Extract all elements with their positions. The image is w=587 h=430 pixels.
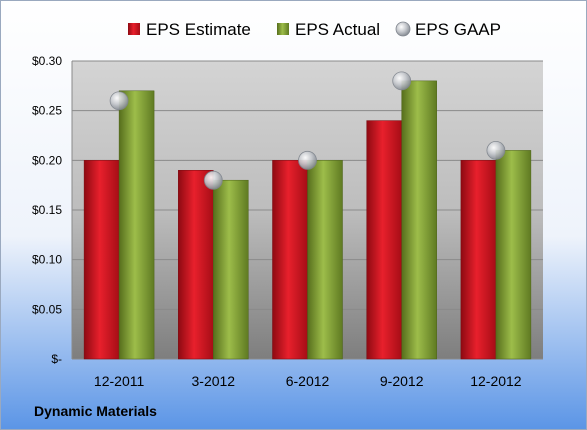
y-tick-label: $0.20 <box>32 153 62 167</box>
legend-swatch-eps-estimate <box>128 23 140 35</box>
y-tick-label: $- <box>51 352 62 366</box>
bar-eps-estimate <box>272 160 308 360</box>
y-tick-label: $0.15 <box>32 203 62 217</box>
marker-eps-gaap <box>203 170 223 190</box>
y-tick-label: $0.25 <box>32 104 62 118</box>
bar-eps-actual <box>495 150 532 360</box>
legend-label-eps-gaap: EPS GAAP <box>415 20 501 39</box>
x-category-label: 6-2012 <box>286 373 330 389</box>
bar-eps-estimate <box>178 170 214 360</box>
x-axis-labels: 12-2011 3-2012 6-2012 9-2012 12-2012 <box>94 373 522 389</box>
marker-eps-gaap <box>392 71 412 91</box>
bar-eps-estimate <box>460 160 497 360</box>
y-tick-label: $0.10 <box>32 253 62 267</box>
bar-eps-actual <box>401 80 437 360</box>
gaap-markers <box>109 71 506 190</box>
marker-eps-gaap <box>298 150 317 170</box>
legend: EPS Estimate EPS Actual EPS GAAP <box>128 20 501 39</box>
bar-eps-actual <box>213 179 249 360</box>
legend-swatch-eps-actual <box>277 23 289 35</box>
bar-eps-actual <box>307 160 343 360</box>
bar-eps-actual <box>118 90 155 360</box>
legend-label-eps-estimate: EPS Estimate <box>146 20 251 39</box>
marker-eps-gaap <box>109 91 129 111</box>
marker-eps-gaap <box>486 140 506 160</box>
bar-eps-estimate <box>366 120 402 360</box>
legend-label-eps-actual: EPS Actual <box>295 20 380 39</box>
y-axis-ticks: $- $0.05 $0.10 $0.15 $0.20 $0.25 $0.30 <box>32 54 62 366</box>
x-category-label: 9-2012 <box>380 373 424 389</box>
x-category-label: 12-2012 <box>470 373 522 389</box>
y-tick-label: $0.30 <box>32 54 62 68</box>
company-name: Dynamic Materials <box>34 403 157 419</box>
bar-eps-estimate <box>83 160 120 360</box>
x-category-label: 12-2011 <box>94 373 145 389</box>
bars <box>83 80 532 360</box>
legend-swatch-eps-gaap <box>395 21 411 37</box>
x-category-label: 3-2012 <box>192 373 236 389</box>
y-tick-label: $0.05 <box>32 302 62 316</box>
